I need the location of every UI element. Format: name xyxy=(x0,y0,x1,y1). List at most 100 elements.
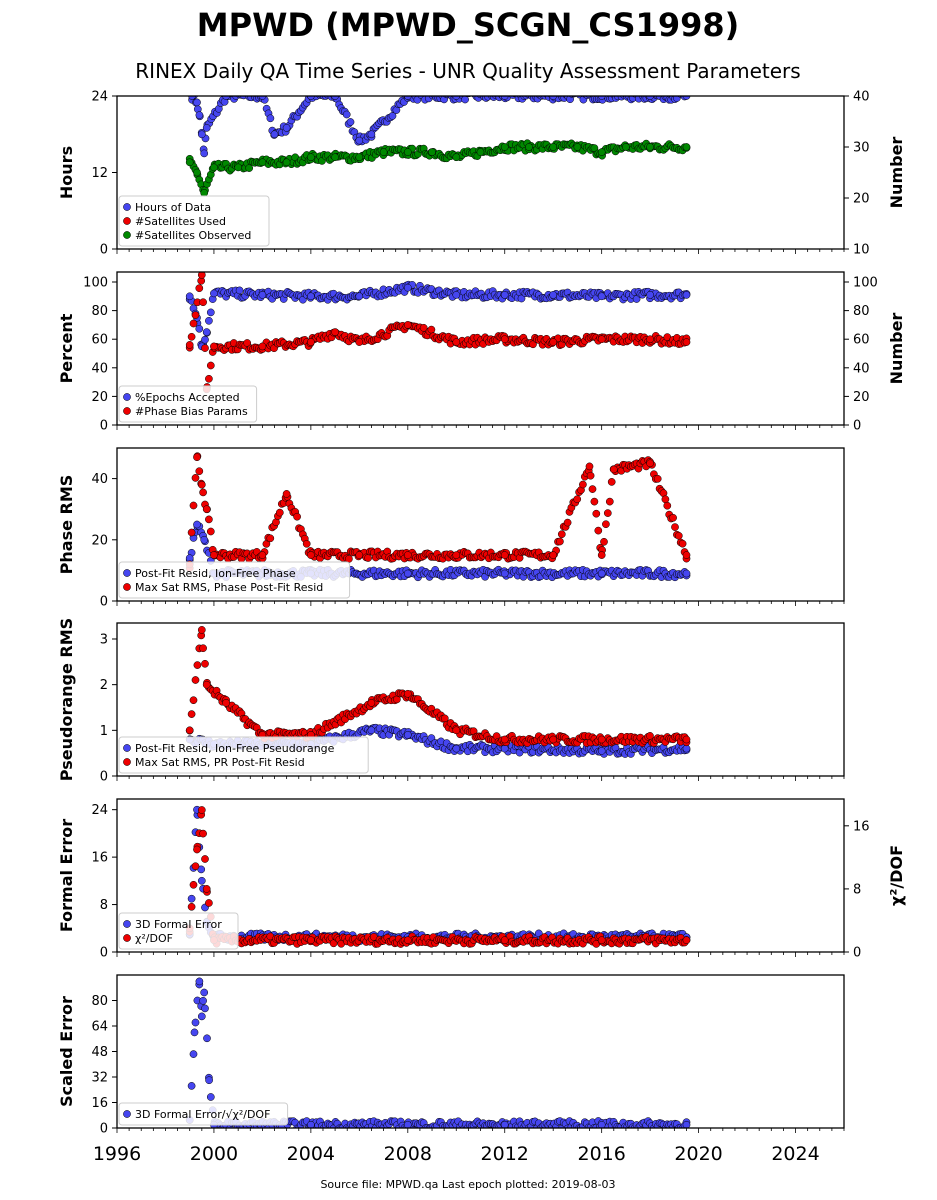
legend-label: #Satellites Used xyxy=(135,215,226,228)
y-tick-label: 24 xyxy=(91,803,108,818)
x-tick-label: 2024 xyxy=(771,1143,819,1165)
data-point xyxy=(201,335,209,344)
data-point xyxy=(588,485,597,493)
data-point xyxy=(302,539,311,548)
data-point xyxy=(187,894,196,903)
data-point xyxy=(573,143,582,151)
y2-tick-label: 20 xyxy=(853,390,870,405)
x-ticks xyxy=(116,425,845,430)
data-point xyxy=(635,96,639,97)
data-point xyxy=(549,551,558,559)
data-point xyxy=(189,319,198,328)
data-point xyxy=(597,735,606,744)
x-ticks xyxy=(116,776,845,781)
data-point xyxy=(597,1120,606,1128)
data-point xyxy=(461,96,469,104)
data-point xyxy=(206,1093,215,1101)
y2-tick-label: 40 xyxy=(853,90,870,105)
data-point xyxy=(243,96,248,97)
legend-box xyxy=(118,1102,289,1126)
data-point xyxy=(622,143,630,151)
legend-box xyxy=(118,736,369,774)
data-point xyxy=(193,845,201,854)
data-point xyxy=(427,325,436,334)
data-point xyxy=(682,936,691,945)
data-point xyxy=(403,569,412,578)
data-points xyxy=(185,805,691,948)
series-3d-formal-error xyxy=(185,805,691,945)
y2-tick-label: 20 xyxy=(853,192,870,207)
data-point xyxy=(191,1018,200,1027)
data-point xyxy=(403,1120,412,1128)
x-ticks xyxy=(116,1128,845,1133)
x-tick-label: 2012 xyxy=(481,1143,529,1165)
data-point xyxy=(403,551,412,559)
data-point xyxy=(661,96,663,97)
y-tick-label: 60 xyxy=(91,333,108,348)
data-point xyxy=(500,335,509,344)
data-point xyxy=(185,158,194,167)
data-point xyxy=(403,148,412,156)
data-point xyxy=(327,96,332,97)
legend-label: χ²/DOF xyxy=(135,932,173,945)
data-point xyxy=(200,149,209,158)
y-tick-label: 0 xyxy=(100,595,108,610)
data-point xyxy=(557,530,566,539)
legend: Hours of Data#Satellites Used#Satellites… xyxy=(118,195,270,247)
data-point xyxy=(682,1120,691,1128)
data-point xyxy=(594,526,603,535)
y2-tick-label: 10 xyxy=(853,243,870,258)
y2-tick-label: 8 xyxy=(853,882,861,897)
data-point xyxy=(586,471,595,480)
left-y-axis: 0 1 2 3 Pseudorange RMS xyxy=(57,618,117,785)
data-point xyxy=(669,513,677,522)
data-point xyxy=(191,474,200,482)
data-point xyxy=(187,710,196,718)
legend-marker xyxy=(123,203,131,211)
x-tick-label: 2000 xyxy=(190,1143,238,1165)
y-axis-label: Percent xyxy=(57,313,76,383)
data-point xyxy=(199,644,207,653)
figure-subtitle: RINEX Daily QA Time Series - UNR Quality… xyxy=(135,59,800,83)
data-point xyxy=(201,1004,209,1013)
y-axis-label: Hours xyxy=(57,146,76,199)
data-point xyxy=(258,291,267,299)
data-point xyxy=(355,136,364,145)
left-y-axis: 0 8 16 24 Formal Error xyxy=(57,803,117,961)
y-tick-label: 20 xyxy=(91,533,108,548)
left-y-axis: 0 12 24 Hours xyxy=(57,90,117,258)
data-point xyxy=(228,96,233,97)
data-point xyxy=(355,551,364,559)
data-point xyxy=(674,531,683,540)
series-hours-of-data xyxy=(188,96,691,158)
data-point xyxy=(607,478,616,486)
data-point xyxy=(342,110,351,119)
data-point xyxy=(597,148,606,156)
data-point xyxy=(197,876,206,885)
data-point xyxy=(455,96,460,97)
data-point xyxy=(671,523,679,531)
y-tick-label: 24 xyxy=(91,90,108,105)
right-y-axis: 0 20 40 60 80 100 Number xyxy=(844,276,906,434)
legend-marker xyxy=(123,744,131,752)
data-point xyxy=(563,518,572,527)
legend-box xyxy=(118,912,239,950)
data-point xyxy=(197,1012,206,1021)
series--satellites-observed xyxy=(185,139,691,197)
data-point xyxy=(609,465,618,474)
data-point xyxy=(663,501,672,510)
data-point xyxy=(187,1082,196,1090)
series-max-sat-rms-pr-post-fit-resid xyxy=(185,626,691,747)
data-point xyxy=(205,316,213,325)
data-point xyxy=(201,344,209,352)
data-point xyxy=(428,148,436,156)
data-point xyxy=(197,626,206,634)
data-point xyxy=(346,118,355,126)
data-point xyxy=(282,158,291,167)
y-tick-label: 64 xyxy=(91,1020,108,1035)
y-tick-label: 20 xyxy=(91,390,108,405)
data-point xyxy=(307,936,315,945)
y-tick-label: 2 xyxy=(100,678,108,693)
data-point xyxy=(202,680,211,689)
